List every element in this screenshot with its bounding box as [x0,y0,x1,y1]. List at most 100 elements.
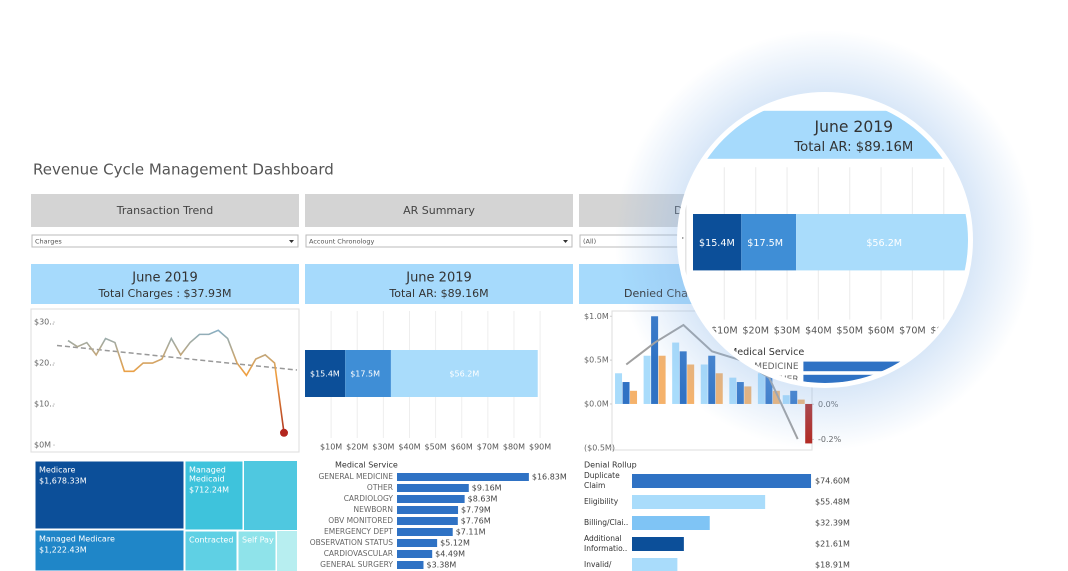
bar-value-label: $9.16M [472,484,502,493]
kpi-month: June 2019 [405,271,472,286]
bar-value-label: $55.48M [815,498,850,507]
filter-value: Charges [35,238,62,246]
treemap-label: Managed [189,466,226,475]
tab-label: AR Summary [403,204,475,217]
category-label: Eligibility [584,497,619,506]
bar [397,495,465,503]
tab [305,194,573,227]
bar-value-label: $7.76M [461,517,491,526]
bar [397,550,433,558]
y-tick-label: $1.0M [584,312,609,321]
bar-segment [390,350,538,397]
category-label: OBV MONITORED [328,516,393,525]
category-label: GENERAL SURGERY [320,560,393,569]
bar-value-label: $3.38M [426,561,456,570]
category-label: GENERAL MEDICINE [319,472,394,481]
filter-value: (All) [583,238,596,246]
bar [632,495,766,509]
category-label: CARDIOVASCULAR [324,549,393,558]
bar-label: $56.2M [449,370,479,379]
treemap-cell [277,531,297,571]
x-tick-label: $90M [529,443,551,452]
x-tick-label: $80M [503,443,525,452]
plot-frame [30,308,300,453]
end-point [280,428,288,437]
bar-value-label: $21.61M [815,540,850,549]
bar-value-label: $18.91M [815,561,850,570]
y-tick-label: $0.5M [584,356,609,365]
bar [397,561,424,569]
y-tick-label: $0M [34,441,51,450]
bar-segment [345,350,391,397]
category-label: OTHER [367,483,393,492]
x-tick-label: $70M [477,443,499,452]
y-tick-label: $10.. [34,400,54,409]
bar [643,355,651,404]
bar-value-label: $7.79M [461,506,491,515]
treemap-cell [244,461,297,530]
filter-dropdown [31,234,299,248]
category-label: Additional [584,534,622,543]
treemap-cell [34,529,185,571]
category-label: CARDIOLOGY [344,494,394,503]
bar-label: $17.5M [350,370,380,379]
kpi-total: Total AR: $89.16M [388,287,488,300]
category-label: Duplicate [584,471,620,480]
y-tick-label: $0.0M [584,399,609,408]
treemap-label: Contracted [189,536,233,545]
category-label: Invalid/ [584,560,612,569]
y-tick-label: $30.. [34,318,54,327]
bar [632,474,812,488]
treemap-value: $712.24M [189,486,229,495]
chart-title: Medical Service [335,461,398,470]
bar [397,473,529,481]
chart-title: Denial Rollup [584,461,637,470]
bar [622,382,630,404]
x-tick-label: $30M [372,443,394,452]
bar [397,506,459,514]
category-label: Billing/Clai.. [584,518,628,527]
bar [397,484,469,492]
bar [632,558,678,571]
bar [397,517,458,525]
dashboard-title: Revenue Cycle Management Dashboard [33,161,334,179]
category-label: Informatio.. [584,544,627,553]
x-tick-label: $50M [425,443,447,452]
bar [615,373,623,404]
bar-segment [305,350,346,397]
treemap-label: Medicare [39,466,76,475]
bar [397,539,438,547]
bar-label: $15.4M [310,370,340,379]
filter-dropdown [305,234,573,248]
x-tick-label: $10M [320,443,342,452]
bar-value-label: $32.39M [815,519,850,528]
x-tick-label: $60M [451,443,473,452]
x-tick-label: $20M [346,443,368,452]
treemap-value: $1,222.43M [39,546,87,555]
treemap-label: Self Pay [242,536,274,545]
kpi-total: Total Charges : $37.93M [97,287,231,300]
y-tick-label: $20.. [34,359,54,368]
kpi-month: June 2019 [131,271,198,286]
dropdown-arrow [563,240,568,243]
bar-value-label: $4.49M [435,550,465,559]
kpi-header [31,264,299,304]
kpi-header [305,264,573,304]
bar-value-label: $74.60M [815,477,850,486]
treemap-value: $1,678.33M [39,477,87,486]
category-label: EMERGENCY DEPT [324,527,393,536]
treemap-cell [237,530,277,571]
category-label: NEWBORN [353,505,393,514]
bar-value-label: $16.83M [532,473,567,482]
bar [632,537,684,551]
y-tick-label: ($0.5M) [584,443,615,452]
bar [658,355,666,404]
tab-label: Transaction Trend [116,204,214,217]
treemap-label: Managed Medicare [39,535,115,544]
treemap-cell [34,460,185,530]
bar [630,390,638,404]
category-label: Claim [584,481,605,490]
bar [397,528,453,536]
category-label: OBSERVATION STATUS [310,538,393,547]
